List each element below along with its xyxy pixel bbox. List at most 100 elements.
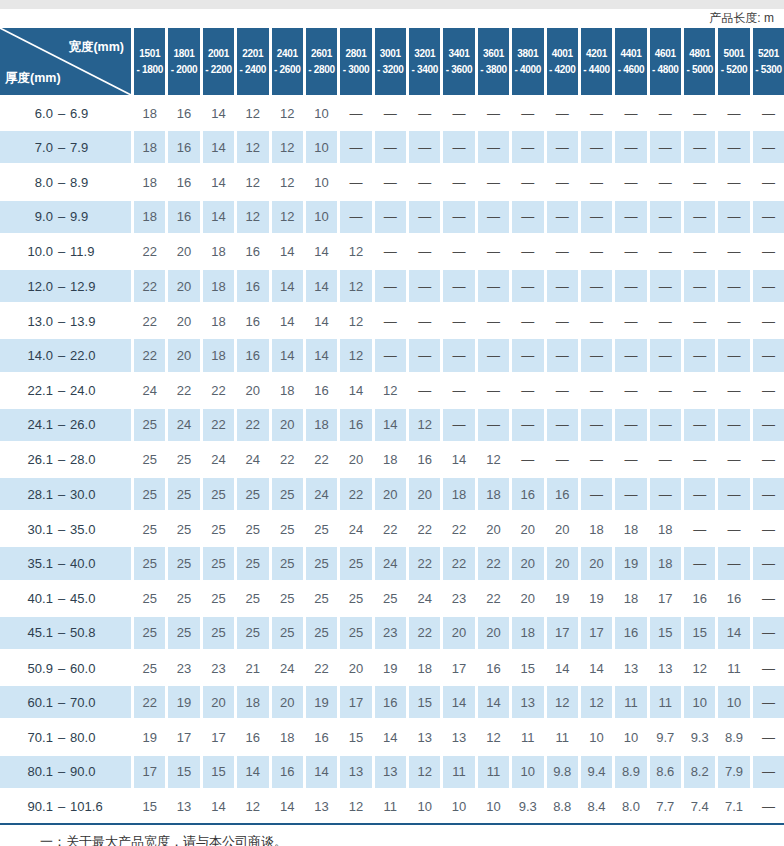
value-cell: —	[684, 513, 715, 545]
column-header: 5201- 5300	[753, 28, 784, 95]
value-cell: 20	[340, 444, 371, 476]
value-cell: —	[753, 409, 784, 441]
value-cell: —	[718, 201, 749, 233]
value-cell: —	[718, 513, 749, 545]
value-cell: —	[581, 409, 612, 441]
value-cell: —	[443, 409, 474, 441]
value-cell: 13	[168, 791, 199, 823]
value-cell: —	[650, 201, 681, 233]
value-cell: 14	[306, 305, 337, 337]
value-cell: 18	[581, 513, 612, 545]
value-cell: 25	[134, 409, 165, 441]
value-cell: —	[650, 305, 681, 337]
value-cell: 7.4	[684, 791, 715, 823]
value-cell: —	[547, 305, 578, 337]
value-cell: 20	[203, 686, 234, 718]
value-cell: —	[581, 339, 612, 371]
value-cell: 10	[718, 686, 749, 718]
value-cell: 22	[478, 583, 509, 615]
value-cell: 22	[443, 547, 474, 579]
value-cell: 18	[203, 270, 234, 302]
row-label: 24.1–26.0	[0, 409, 131, 441]
value-cell: 24	[203, 444, 234, 476]
value-cell: 22	[203, 409, 234, 441]
column-header: 5001- 5200	[718, 28, 749, 95]
value-cell: 15	[168, 756, 199, 788]
value-cell: 12	[478, 721, 509, 753]
value-cell: —	[753, 617, 784, 649]
value-cell: 14	[306, 270, 337, 302]
value-cell: 25	[134, 444, 165, 476]
value-cell: 17	[650, 583, 681, 615]
value-cell: —	[650, 409, 681, 441]
value-cell: —	[443, 375, 474, 407]
value-cell: 14	[443, 444, 474, 476]
value-cell: 10	[443, 791, 474, 823]
value-cell: 10	[512, 756, 543, 788]
value-cell: 10	[581, 721, 612, 753]
value-cell: 12	[340, 270, 371, 302]
value-cell: 12	[237, 97, 268, 129]
value-cell: —	[684, 547, 715, 579]
value-cell: 17	[134, 756, 165, 788]
value-cell: —	[340, 166, 371, 198]
row-label: 80.1–90.0	[0, 756, 131, 788]
value-cell: 15	[340, 721, 371, 753]
value-cell: —	[615, 409, 646, 441]
value-cell: —	[684, 166, 715, 198]
value-cell: 25	[375, 583, 406, 615]
value-cell: —	[478, 97, 509, 129]
value-cell: 12	[237, 166, 268, 198]
value-cell: 25	[134, 478, 165, 510]
value-cell: 22	[134, 339, 165, 371]
value-cell: —	[718, 166, 749, 198]
value-cell: 17	[547, 617, 578, 649]
value-cell: —	[684, 270, 715, 302]
value-cell: —	[615, 236, 646, 268]
value-cell: —	[684, 97, 715, 129]
value-cell: —	[718, 547, 749, 579]
value-cell: 19	[306, 686, 337, 718]
value-cell: 14	[306, 756, 337, 788]
value-cell: —	[650, 339, 681, 371]
row-label: 6.0–6.9	[0, 97, 131, 129]
value-cell: 22	[340, 478, 371, 510]
value-cell: —	[650, 444, 681, 476]
value-cell: 14	[203, 201, 234, 233]
value-cell: 10	[615, 721, 646, 753]
value-cell: 12	[237, 201, 268, 233]
value-cell: 22	[306, 444, 337, 476]
value-cell: —	[650, 375, 681, 407]
value-cell: 15	[203, 756, 234, 788]
value-cell: 20	[478, 513, 509, 545]
value-cell: 10	[684, 686, 715, 718]
row-label: 9.0–9.9	[0, 201, 131, 233]
value-cell: 18	[272, 721, 303, 753]
value-cell: —	[478, 375, 509, 407]
value-cell: 16	[168, 97, 199, 129]
column-header: 1501- 1800	[134, 28, 165, 95]
value-cell: 9.3	[512, 791, 543, 823]
value-cell: 10	[478, 791, 509, 823]
value-cell: 16	[237, 721, 268, 753]
value-cell: 9.8	[547, 756, 578, 788]
value-cell: 15	[134, 791, 165, 823]
value-cell: —	[753, 97, 784, 129]
value-cell: —	[375, 166, 406, 198]
value-cell: 13	[615, 652, 646, 684]
unit-label: 产品长度: m	[709, 10, 774, 27]
value-cell: —	[547, 339, 578, 371]
value-cell: —	[684, 375, 715, 407]
column-header: 4601- 4800	[650, 28, 681, 95]
value-cell: —	[478, 339, 509, 371]
top-strip	[0, 0, 784, 9]
value-cell: 16	[168, 201, 199, 233]
value-cell: 13	[375, 756, 406, 788]
value-cell: 18	[134, 131, 165, 163]
value-cell: —	[409, 236, 440, 268]
value-cell: —	[443, 270, 474, 302]
value-cell: —	[615, 166, 646, 198]
table-row: 35.1–40.02525252525252524222222202020191…	[0, 545, 784, 582]
value-cell: 15	[409, 686, 440, 718]
column-header: 3401- 3600	[443, 28, 474, 95]
